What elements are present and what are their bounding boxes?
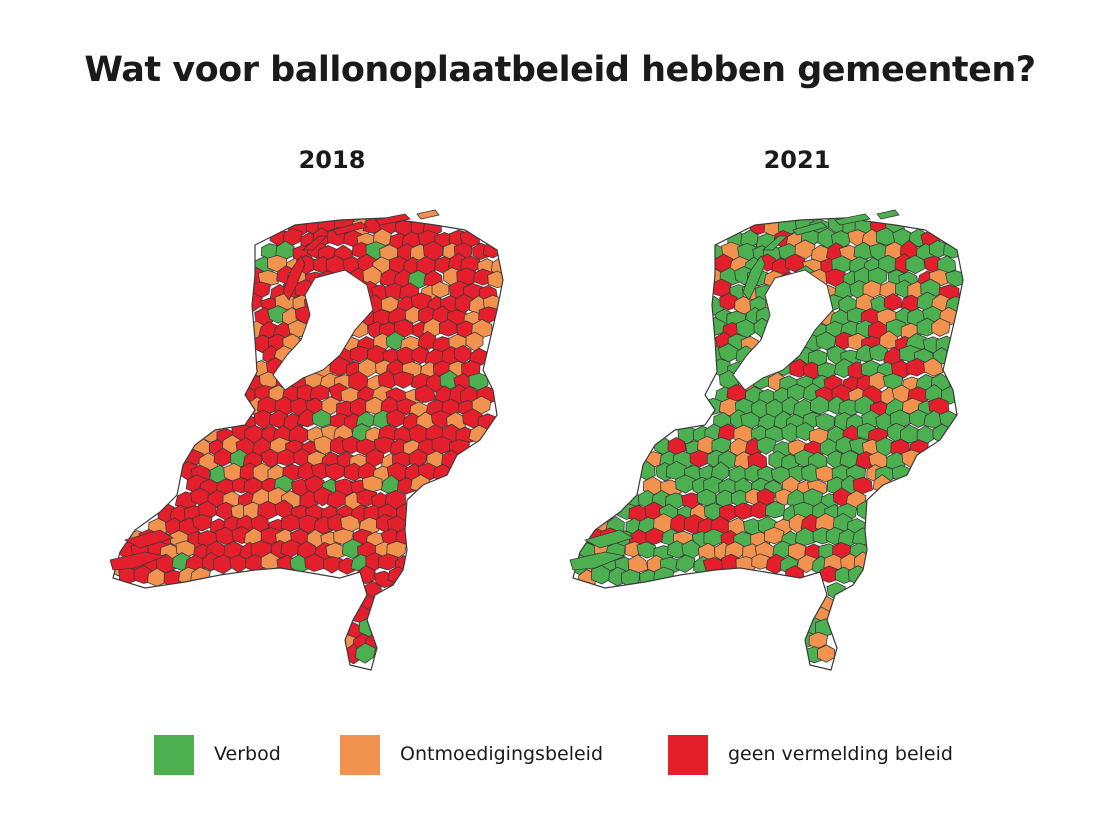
municipality — [591, 565, 612, 585]
municipality — [191, 514, 213, 532]
municipality — [362, 475, 384, 493]
island-municipality — [416, 209, 440, 220]
municipality — [324, 463, 346, 481]
island-municipality — [834, 213, 871, 226]
island-municipality — [109, 551, 167, 571]
municipality — [883, 293, 903, 311]
municipality — [414, 384, 436, 403]
island-municipality — [876, 209, 900, 220]
island-municipality — [569, 551, 627, 571]
municipality — [785, 253, 806, 273]
municipality — [392, 371, 414, 389]
island-municipality — [123, 529, 174, 549]
ijsselmeer-water — [272, 269, 374, 391]
municipality-cells — [113, 218, 503, 665]
legend-label-geen-vermelding: geen vermelding beleid — [728, 743, 953, 765]
municipality — [719, 292, 739, 311]
municipality — [764, 500, 785, 519]
municipality — [229, 554, 248, 574]
island-municipality — [282, 255, 306, 301]
municipality — [751, 553, 771, 570]
municipality — [794, 239, 816, 260]
country-outline — [112, 217, 504, 671]
municipality — [636, 541, 657, 559]
municipality — [734, 502, 754, 520]
municipality — [931, 317, 951, 337]
municipality — [675, 554, 696, 574]
municipality — [349, 345, 370, 363]
municipality — [327, 489, 348, 509]
municipality — [689, 449, 710, 468]
legend: Verbod Ontmoedigingsbeleid geen vermeldi… — [0, 735, 1120, 777]
municipality — [438, 318, 458, 337]
municipality — [756, 436, 777, 455]
country-outline — [572, 217, 964, 671]
municipality — [675, 474, 696, 494]
municipality-cells — [573, 218, 963, 664]
island-municipality — [374, 213, 411, 226]
municipality — [945, 270, 963, 287]
municipality — [322, 556, 343, 574]
legend-swatch-ontmoedigingsbeleid — [340, 735, 380, 775]
municipality — [304, 553, 325, 572]
municipality — [852, 476, 873, 494]
municipality — [355, 642, 376, 664]
legend-swatch-geen-vermelding — [668, 735, 708, 775]
municipality — [817, 644, 836, 663]
municipality — [923, 357, 944, 377]
ijsselmeer-water — [732, 269, 834, 391]
island-municipality — [792, 221, 828, 236]
island-municipality — [742, 255, 766, 301]
municipality — [411, 346, 431, 365]
legend-label-verbod: Verbod — [214, 743, 281, 765]
legend-label-ontmoedigingsbeleid: Ontmoedigingsbeleid — [400, 743, 604, 765]
municipality — [417, 330, 438, 351]
municipality — [386, 409, 406, 428]
municipality — [878, 330, 900, 350]
municipality-map-2018 — [109, 209, 504, 671]
municipality — [356, 489, 378, 508]
map-year-label-2018: 2018 — [298, 146, 366, 174]
municipality — [763, 526, 785, 545]
municipality — [313, 486, 333, 507]
legend-swatch-verbod — [154, 735, 194, 775]
island-municipality — [301, 235, 328, 251]
municipality-map-2021 — [569, 209, 964, 671]
municipality — [905, 254, 925, 275]
municipality — [796, 554, 817, 574]
map-year-label-2021: 2021 — [763, 146, 831, 174]
municipality — [868, 343, 889, 362]
island-municipality — [761, 235, 788, 251]
island-municipality — [583, 529, 634, 549]
municipality — [702, 557, 725, 576]
island-municipality — [332, 221, 368, 236]
municipality — [787, 542, 808, 561]
municipality — [645, 527, 664, 545]
municipality — [311, 409, 332, 428]
municipality — [269, 409, 289, 429]
page-title: Wat voor ballonoplaatbeleid hebben gemee… — [84, 50, 1036, 90]
municipality — [377, 553, 399, 571]
